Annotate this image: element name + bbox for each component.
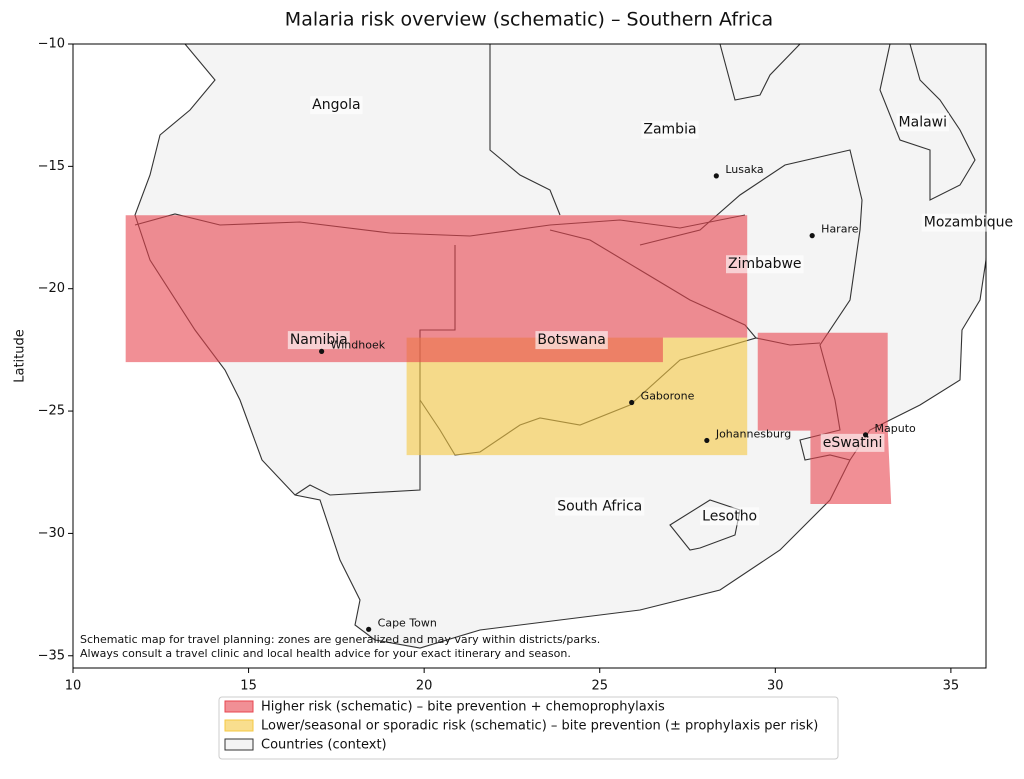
- annotation: Schematic map for travel planning: zones…: [80, 633, 600, 646]
- chart-title: Malaria risk overview (schematic) – Sout…: [285, 9, 773, 31]
- legend: Higher risk (schematic) – bite preventio…: [218, 696, 839, 760]
- country-label: Botswana: [537, 332, 605, 348]
- x-tick-label: 35: [943, 679, 960, 694]
- y-tick-label: −25: [38, 404, 65, 419]
- y-axis-label: Latitude: [13, 329, 28, 383]
- x-tick-label: 20: [416, 679, 433, 694]
- city-label: Windhoek: [331, 338, 386, 351]
- city-label: Lusaka: [725, 163, 763, 176]
- risk-zone: [125, 215, 748, 363]
- country-label: Mozambique: [924, 215, 1013, 231]
- city-label: Harare: [821, 223, 859, 236]
- y-tick-label: −35: [38, 648, 65, 663]
- city-marker: [629, 399, 635, 406]
- border: [639, 149, 863, 461]
- border: [719, 44, 801, 101]
- label-background: [700, 507, 760, 526]
- border: [879, 44, 976, 201]
- x-tick-label: 10: [65, 679, 82, 694]
- zones: [125, 215, 892, 505]
- x-tick-label: 30: [767, 679, 784, 694]
- legend-label: Lower/seasonal or sporadic risk (schemat…: [261, 719, 818, 734]
- country-label: Zimbabwe: [728, 256, 802, 272]
- border: [669, 499, 741, 551]
- country-label: South Africa: [557, 498, 642, 514]
- city-marker: [713, 173, 719, 179]
- label-background: [896, 113, 950, 132]
- label-background: [641, 120, 699, 139]
- label-background: [555, 497, 645, 516]
- axes-frame: [72, 43, 987, 669]
- country-label: eSwatini: [823, 435, 883, 451]
- city-marker: [809, 233, 815, 239]
- x-tick-label: 15: [240, 679, 257, 694]
- y-tick-label: −15: [38, 159, 65, 174]
- country-label: Zambia: [643, 122, 696, 138]
- legend-box: [218, 696, 839, 760]
- annotation: Always consult a travel clinic and local…: [80, 647, 571, 660]
- label-background: [921, 213, 1016, 232]
- legend-label: Higher risk (schematic) – bite preventio…: [261, 700, 665, 715]
- label-background: [725, 255, 804, 274]
- country-label: Namibia: [290, 332, 348, 348]
- city-label: Gaborone: [641, 389, 695, 402]
- city-marker: [704, 437, 710, 444]
- label-background: [535, 331, 608, 350]
- city-label: Johannesburg: [715, 427, 791, 440]
- city-marker: [862, 432, 869, 438]
- country-label: Malawi: [899, 114, 947, 130]
- city-marker: [366, 626, 372, 632]
- y-tick-label: −10: [38, 37, 65, 52]
- y-tick-label: −20: [38, 281, 65, 296]
- label-background: [310, 96, 363, 115]
- label-background: [820, 433, 885, 452]
- city-label: Maputo: [875, 422, 916, 435]
- legend-swatch: [224, 738, 254, 751]
- risk-zone: [406, 337, 748, 456]
- country-label: Lesotho: [702, 508, 757, 524]
- risk-zone: [757, 332, 892, 505]
- city-marker: [319, 348, 325, 354]
- legend-swatch: [224, 719, 254, 732]
- legend-label: Countries (context): [261, 738, 387, 753]
- x-tick-label: 25: [591, 679, 608, 694]
- legend-swatch: [224, 700, 254, 713]
- label-background: [287, 331, 350, 350]
- border: [489, 44, 561, 216]
- country-label: Angola: [312, 97, 360, 113]
- city-label: Cape Town: [378, 616, 437, 629]
- y-tick-label: −30: [38, 526, 65, 541]
